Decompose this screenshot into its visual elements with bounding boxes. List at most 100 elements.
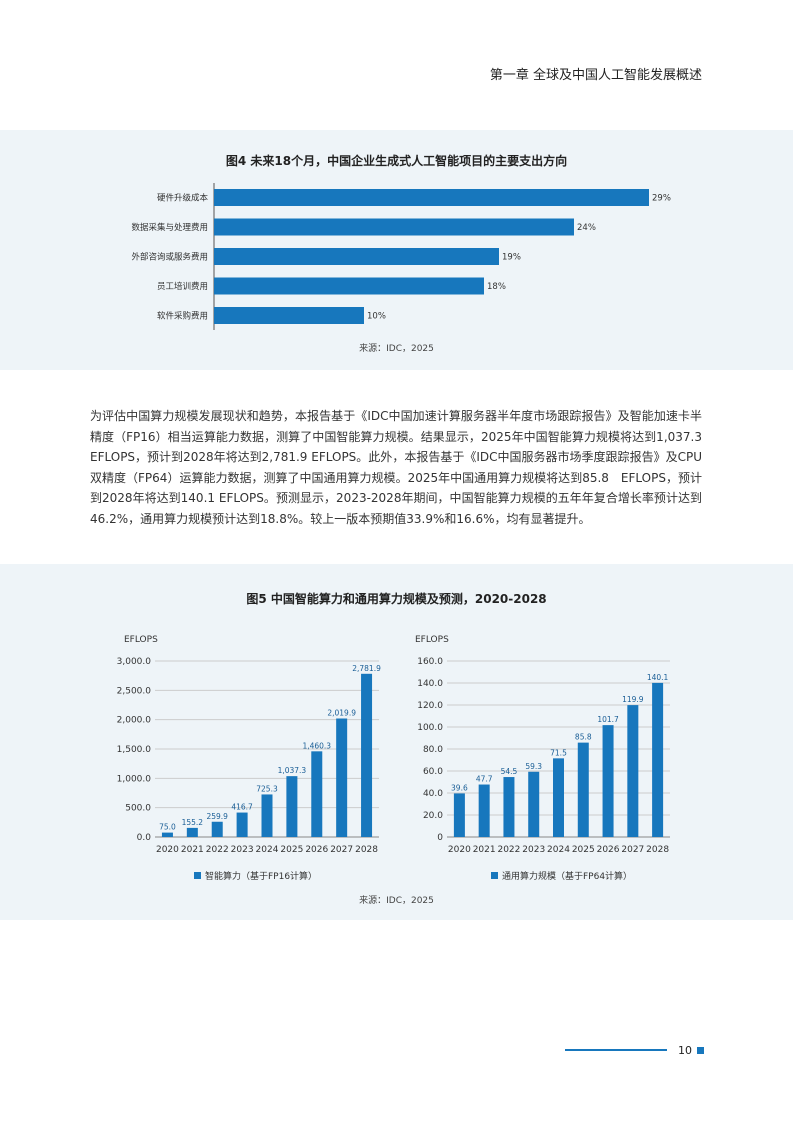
chart2-bar-7 <box>627 705 639 837</box>
chart2-bar-3 <box>528 771 540 837</box>
chart2-value-label-8: 140.1 <box>647 673 669 682</box>
chart2-value-label-3: 59.3 <box>525 762 542 771</box>
figure4-panel: 图4 未来18个月，中国企业生成式人工智能项目的主要支出方向 硬件升级成本 29%… <box>0 130 793 370</box>
figure4-category-label-2: 外部咨询或服务费用 <box>131 252 208 263</box>
chart1-xtick-label-8: 2028 <box>355 845 378 855</box>
chart1-bar-3 <box>236 812 248 837</box>
chart1-ytick-label-3: 1,500.0 <box>117 745 152 755</box>
chart1-value-label-7: 2,019.9 <box>327 708 356 717</box>
chart2-ytick-label-0: 0 <box>437 833 443 843</box>
chart2-value-label-1: 47.7 <box>476 775 493 784</box>
chart1-ytick-label-6: 3,000.0 <box>117 657 152 667</box>
chart2-bar-0 <box>453 793 465 837</box>
figure4-bar-0 <box>214 189 649 206</box>
chart2-xtick-label-6: 2026 <box>597 845 620 855</box>
figure4-chart: 硬件升级成本 29% 数据采集与处理费用 24% 外部咨询或服务费用 19% 员工培训费用 1… <box>131 183 671 330</box>
chart2-xtick-label-3: 2023 <box>522 845 545 855</box>
chart1-legend-label: 智能算力（基于FP16计算） <box>205 870 317 882</box>
chart2-ytick-label-4: 80.0 <box>423 745 443 755</box>
chart1-bar-6 <box>311 751 323 837</box>
chart2-value-label-6: 101.7 <box>597 715 619 724</box>
general-compute-chart: EFLOPS 0 20.0 40.0 60.0 80.0 100.0 120.0 140.0 16… <box>415 635 670 882</box>
figure4-category-label-3: 员工培训费用 <box>157 281 208 292</box>
chart2-bar-2 <box>503 777 515 837</box>
figure5-title: 图5 中国智能算力和通用算力规模及预测，2020-2028 <box>246 592 547 606</box>
figure4-category-label-1: 数据采集与处理费用 <box>131 222 208 233</box>
chart1-bar-7 <box>336 718 348 837</box>
chart2-value-label-0: 39.6 <box>451 783 468 792</box>
figure4-value-label-4: 10% <box>367 312 386 322</box>
chart2-legend-swatch <box>491 872 498 879</box>
chart2-ytick-label-5: 100.0 <box>417 723 443 733</box>
chart1-value-label-0: 75.0 <box>159 823 176 832</box>
chart1-value-label-4: 725.3 <box>256 784 278 793</box>
chart2-ytick-label-3: 60.0 <box>423 767 443 777</box>
body-paragraph: 为评估中国算力规模发展现状和趋势，本报告基于《IDC中国加速计算服务器半年度市场… <box>90 406 702 529</box>
chart1-unit-label: EFLOPS <box>124 635 158 645</box>
chart2-ytick-label-2: 40.0 <box>423 789 443 799</box>
chart2-value-label-4: 71.5 <box>550 748 567 757</box>
chart1-bar-1 <box>186 827 198 837</box>
chart2-unit-label: EFLOPS <box>415 635 449 645</box>
chart2-xtick-label-4: 2024 <box>547 845 570 855</box>
chart2-xtick-label-0: 2020 <box>448 845 471 855</box>
chart2-bar-1 <box>478 784 490 837</box>
body-paragraph-text: 为评估中国算力规模发展现状和趋势，本报告基于《IDC中国加速计算服务器半年度市场… <box>90 409 702 526</box>
chart2-bar-5 <box>577 742 589 837</box>
chart2-value-label-2: 54.5 <box>501 767 518 776</box>
chart1-value-label-2: 259.9 <box>206 812 228 821</box>
chart2-bar-6 <box>602 725 614 837</box>
chart2-bar-8 <box>652 682 664 837</box>
chart1-value-label-3: 416.7 <box>231 803 253 812</box>
chart2-xtick-label-7: 2027 <box>621 845 644 855</box>
chart1-bar-0 <box>161 832 173 837</box>
chart1-xtick-label-0: 2020 <box>156 845 179 855</box>
chart1-xtick-label-5: 2025 <box>280 845 303 855</box>
chart1-value-label-8: 2,781.9 <box>352 664 381 673</box>
chart2-legend-label: 通用算力规模（基于FP64计算） <box>502 870 632 882</box>
chart2-xtick-label-5: 2025 <box>572 845 595 855</box>
chart1-ytick-label-1: 500.0 <box>125 804 151 814</box>
chart2-xtick-label-2: 2022 <box>497 845 520 855</box>
chart1-value-label-6: 1,460.3 <box>302 741 331 750</box>
chart1-bar-2 <box>211 821 223 837</box>
figure4-title: 图4 未来18个月，中国企业生成式人工智能项目的主要支出方向 <box>225 154 568 168</box>
chart2-value-label-5: 85.8 <box>575 733 592 742</box>
chart2-ytick-label-7: 140.0 <box>417 679 443 689</box>
chart1-xtick-label-3: 2023 <box>231 845 254 855</box>
chart1-ytick-label-5: 2,500.0 <box>117 686 152 696</box>
chapter-title: 第一章 全球及中国人工智能发展概述 <box>489 68 702 83</box>
figure4-category-label-4: 软件采购费用 <box>157 311 208 322</box>
figure4-category-label-0: 硬件升级成本 <box>157 193 209 204</box>
figure4-value-label-0: 29% <box>652 194 671 204</box>
chart1-ytick-label-4: 2,000.0 <box>117 716 152 726</box>
chart1-bar-8 <box>361 673 373 837</box>
chart2-xtick-label-8: 2028 <box>646 845 669 855</box>
figure4-value-label-2: 19% <box>502 253 521 263</box>
chart2-ytick-label-8: 160.0 <box>417 657 443 667</box>
chart1-xtick-label-1: 2021 <box>181 845 204 855</box>
figure4-source: 来源：IDC，2025 <box>359 344 434 354</box>
chart2-ytick-label-6: 120.0 <box>417 701 443 711</box>
figure4-value-label-1: 24% <box>577 223 596 233</box>
figure4-value-label-3: 18% <box>487 282 506 292</box>
figure4-bar-4 <box>214 307 364 324</box>
chart1-legend-swatch <box>194 872 201 879</box>
chart1-xtick-label-2: 2022 <box>206 845 229 855</box>
chart1-xtick-label-4: 2024 <box>256 845 279 855</box>
figure5-source: 来源：IDC，2025 <box>359 896 434 906</box>
footer-rule <box>565 1049 667 1051</box>
chart1-bar-4 <box>261 794 273 837</box>
figure5-panel: 图5 中国智能算力和通用算力规模及预测，2020-2028 EFLOPS 0.0 5… <box>0 564 793 920</box>
chart1-value-label-1: 155.2 <box>182 818 204 827</box>
page-number: 10 <box>678 1044 692 1057</box>
chart2-ytick-label-1: 20.0 <box>423 811 443 821</box>
chart2-value-label-7: 119.9 <box>622 695 644 704</box>
figure4-bar-2 <box>214 248 499 265</box>
chart1-bar-5 <box>286 776 298 837</box>
chart2-bar-4 <box>553 758 564 837</box>
figure4-bar-1 <box>214 218 574 236</box>
chart1-xtick-label-7: 2027 <box>330 845 353 855</box>
page-marker <box>697 1047 704 1054</box>
chart1-ytick-label-2: 1,000.0 <box>117 774 152 784</box>
